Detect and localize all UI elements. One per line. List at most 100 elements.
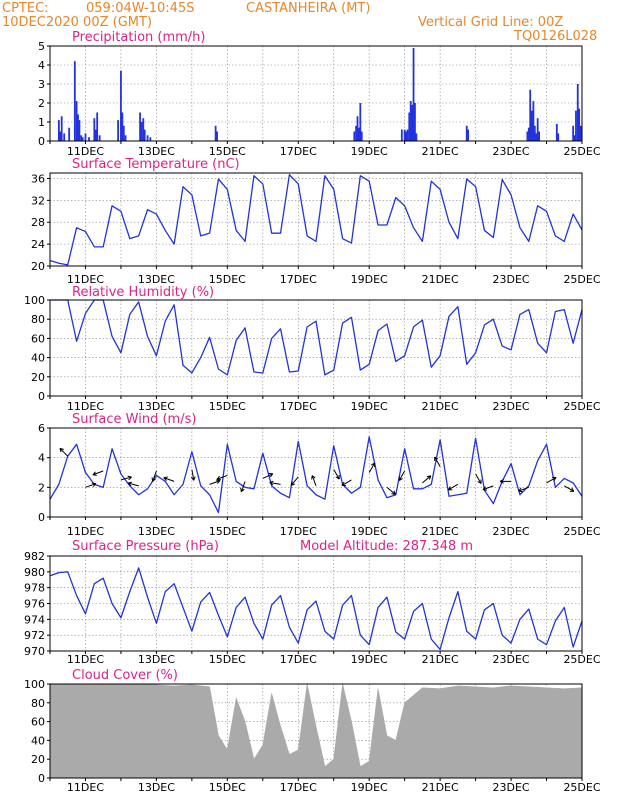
header-coords: 059:04W-10:45S [86, 1, 195, 16]
x-tick-label: 23DEC [493, 400, 530, 413]
wind-vector-arrowhead [393, 490, 396, 495]
y-tick-label: 0 [38, 390, 45, 403]
precip-bar [408, 112, 411, 141]
wind-vector-arrowhead [128, 476, 132, 481]
panel-title: Surface Temperature (nC) [72, 157, 240, 172]
precip-bar [467, 129, 470, 141]
wind-vector-arrowhead [482, 486, 487, 490]
wind-vector-arrowhead [290, 481, 293, 486]
wind-vector-arrowhead [216, 478, 222, 481]
precip-bar [573, 135, 576, 141]
x-tick-label: 17DEC [280, 400, 317, 413]
x-tick-label: 15DEC [209, 400, 246, 413]
y-tick-label: 0 [38, 772, 45, 785]
series-line [49, 173, 583, 266]
plot-frame [49, 683, 583, 779]
wind-vector-arrowhead [518, 487, 522, 492]
precip-bar [415, 133, 418, 141]
panel-title: Surface Wind (m/s) [72, 412, 196, 427]
wind-vector-arrowhead [571, 487, 575, 492]
wind-vector-arrowhead [240, 487, 242, 492]
y-tick-label: 80 [31, 697, 45, 710]
y-tick-label: 0 [38, 135, 45, 148]
wind-vector-arrowhead [477, 481, 482, 484]
precip-bar [359, 103, 362, 141]
plot-frame [49, 172, 583, 267]
wind-vector-arrow [120, 476, 132, 481]
wind-vector-arrow [482, 485, 494, 491]
wind-vector-arrowhead [434, 456, 439, 460]
precip-bar [214, 125, 217, 141]
precip-bar [400, 129, 403, 141]
precip-bar [98, 135, 101, 141]
x-tick-label: 21DEC [422, 145, 459, 158]
precip-bar [578, 108, 581, 141]
precip-bar [142, 118, 145, 141]
wind-vector-arrowhead [92, 474, 97, 476]
precip-bar [465, 125, 468, 141]
precip-bar [149, 137, 152, 141]
y-tick-label: 32 [31, 194, 45, 207]
x-tick-label: 11DEC [67, 273, 104, 286]
x-tick-label: 19DEC [351, 400, 388, 413]
precip-bar [532, 101, 535, 141]
x-tick-label: 25DEC [563, 653, 600, 666]
precip-bar [527, 127, 530, 141]
plot-frame [49, 45, 583, 142]
wind-vector-arrowhead [59, 447, 64, 451]
wind-vector-arrowhead [216, 480, 221, 484]
header-date: 10DEC2020 00Z (GMT) [2, 15, 153, 30]
x-tick-label: 15DEC [209, 273, 246, 286]
x-tick-label: 15DEC [209, 781, 246, 794]
x-tick-label: 13DEC [138, 781, 175, 794]
wind-vector-arrow [475, 473, 482, 484]
y-tick-label: 24 [31, 238, 45, 251]
y-tick-label: 0 [38, 511, 45, 524]
precip-bar [355, 125, 357, 141]
plot-frame [49, 427, 583, 518]
cloud-cover-area [49, 683, 583, 779]
x-tick-label: 21DEC [422, 273, 459, 286]
wind-vector-arrowhead [190, 476, 195, 481]
x-tick-label: 19DEC [351, 525, 388, 538]
y-tick-label: 980 [24, 566, 45, 579]
x-tick-label: 15DEC [209, 525, 246, 538]
wind-vector-arrow [518, 486, 529, 492]
wind-vector-arrow [546, 476, 557, 484]
y-tick-label: 5 [38, 40, 45, 53]
precip-bar [405, 131, 407, 141]
wind-vector-arrow [398, 470, 406, 481]
x-tick-label: 13DEC [138, 273, 175, 286]
y-tick-label: 20 [31, 753, 45, 766]
precip-bar [216, 131, 218, 141]
precip-bar [406, 129, 409, 141]
precip-bar [530, 110, 533, 141]
wind-vector-arrow [290, 476, 299, 486]
precip-bar [529, 89, 532, 141]
precip-bar [68, 127, 71, 141]
precip-bar [526, 131, 529, 141]
wind-vector-arrowhead [59, 448, 62, 453]
panel-title: Surface Pressure (hPa) [72, 539, 219, 554]
x-tick-label: 11DEC [67, 400, 104, 413]
x-tick-label: 17DEC [280, 781, 317, 794]
x-tick-label: 17DEC [280, 273, 317, 286]
x-tick-label: 21DEC [422, 781, 459, 794]
x-tick-label: 21DEC [422, 400, 459, 413]
x-tick-label: 11DEC [67, 145, 104, 158]
panel-3: 0 20 40 60 80 100 11DEC 13DEC 15DEC 17DEC 19DEC 21D… [24, 285, 601, 413]
y-tick-label: 978 [24, 582, 45, 595]
x-tick-label: 13DEC [138, 400, 175, 413]
wind-vector-arrowhead [127, 475, 132, 478]
wind-vector-arrowhead [92, 483, 97, 487]
panel-title: Cloud Cover (%) [72, 668, 178, 683]
wind-vector-arrow [341, 479, 352, 486]
precip-bar [140, 122, 143, 141]
precip-bar [121, 112, 124, 141]
wind-vector-arrow [564, 485, 575, 492]
wind-vector-arrowhead [151, 477, 154, 482]
x-tick-label: 25DEC [563, 273, 600, 286]
precip-bar [73, 61, 76, 142]
x-tick-label: 13DEC [138, 653, 175, 666]
